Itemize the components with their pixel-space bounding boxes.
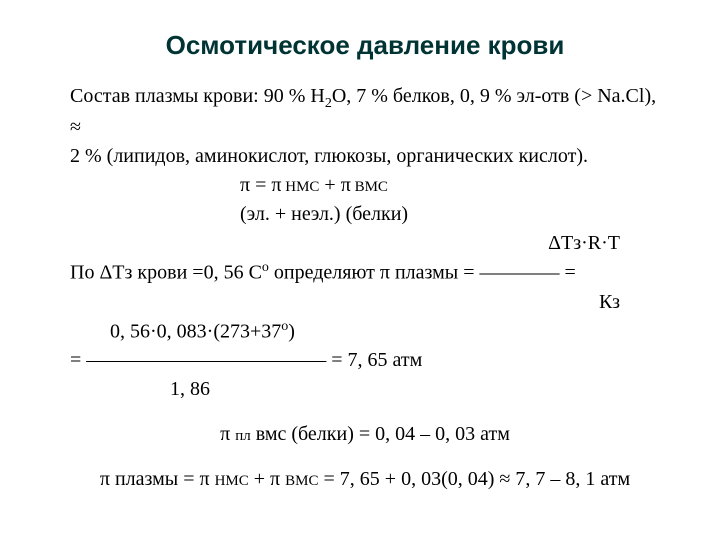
line-1-sub: 2: [325, 96, 332, 111]
line-1: Состав плазмы крови: 90 % Н2О, 7 % белко…: [70, 83, 660, 141]
line-5: π пл вмс (белки) = 0, 04 – 0, 03 атм: [70, 421, 660, 448]
line-3-sup: о: [262, 260, 269, 275]
numerator: 0, 56·0, 083·(273+37о): [110, 318, 660, 346]
l5-rest: вмс (белки) = 0, 04 – 0, 03 атм: [251, 423, 510, 445]
eq-2: (эл. + неэл.) (белки): [240, 201, 660, 228]
line-3b: определяют π плазмы = ———— =: [269, 262, 576, 284]
line-3a: По ΔТз крови =0, 56 С: [70, 262, 262, 284]
l6-vmc: ВМС: [285, 473, 318, 489]
frac-bot: Кз: [70, 289, 660, 316]
slide-title: Осмотическое давление крови: [70, 30, 660, 61]
l6-b: + π: [249, 468, 285, 490]
eq-1: π = π НМС + π ВМС: [240, 172, 660, 199]
line-3: По ΔТз крови =0, 56 Со определяют π плаз…: [70, 259, 660, 287]
num-end: ): [288, 320, 295, 342]
l6-nmc: НМС: [215, 473, 249, 489]
eq1-nmc: НМС: [281, 179, 319, 195]
eq1-a: π = π: [240, 174, 281, 196]
l6-a: π плазмы = π: [100, 468, 215, 490]
line-4: = ———————————— = 7, 65 атм: [70, 347, 660, 374]
frac-top: ΔТз·R·T: [70, 230, 660, 257]
line-2: 2 % (липидов, аминокислот, глюкозы, орга…: [70, 143, 660, 170]
eq1-vmc: ВМС: [351, 179, 388, 195]
slide-content: Состав плазмы крови: 90 % Н2О, 7 % белко…: [70, 83, 660, 493]
l6-c: = 7, 65 + 0, 03(0, 04) ≈ 7, 7 – 8, 1 атм: [319, 468, 631, 490]
line-1a: Состав плазмы крови: 90 % Н: [70, 85, 325, 107]
line-6: π плазмы = π НМС + π ВМС = 7, 65 + 0, 03…: [70, 466, 660, 493]
denominator: 1, 86: [170, 376, 660, 403]
l5-sub: пл: [235, 428, 251, 444]
l5-pre: π: [220, 423, 235, 445]
eq1-b: + π: [319, 174, 350, 196]
num-a: 0, 56·0, 083·(273+37: [110, 320, 281, 342]
